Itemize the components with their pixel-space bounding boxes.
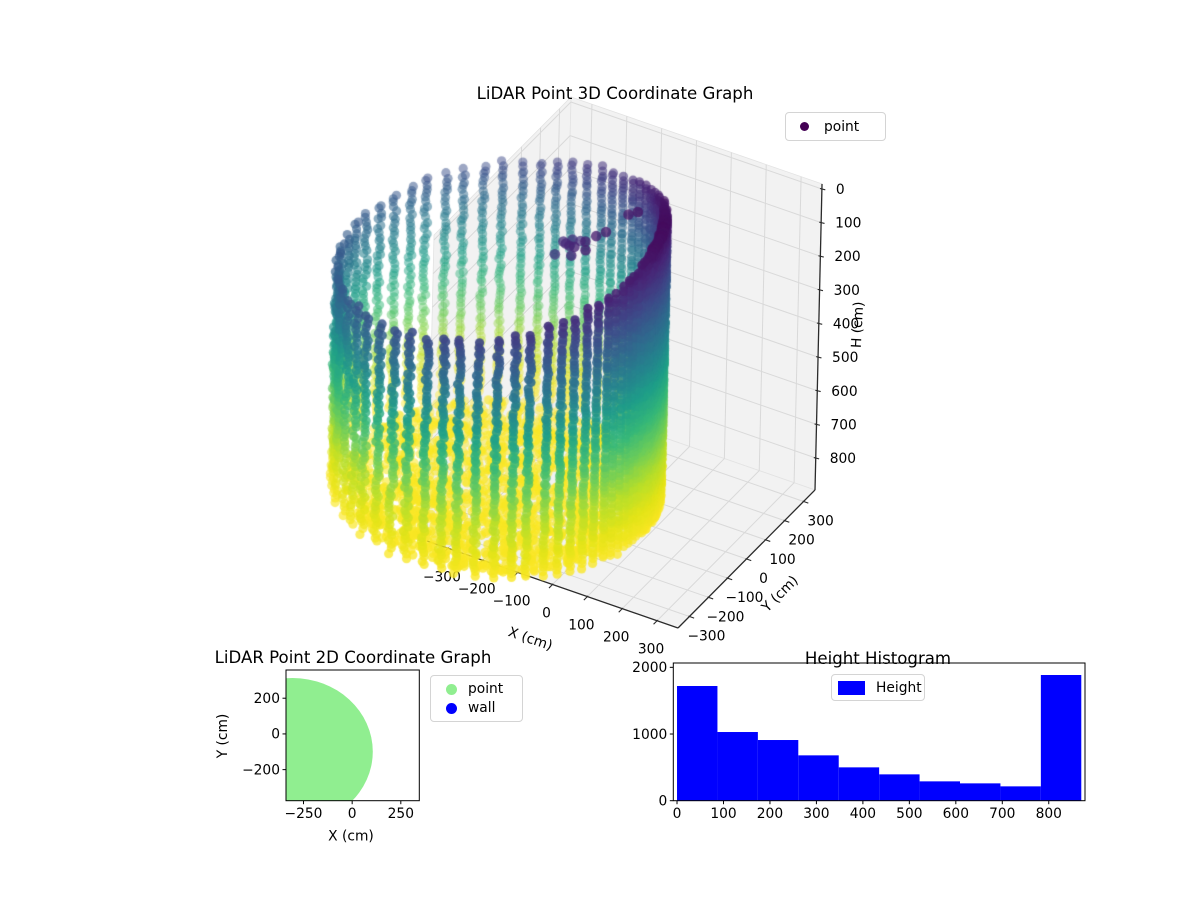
plot2d-legend-label-wall: wall	[468, 700, 496, 716]
plot3d-ytick-label: −300	[687, 628, 725, 644]
plot3d-title: LiDAR Point 3D Coordinate Graph	[476, 84, 754, 103]
plot2d-xlabel: X (cm)	[328, 829, 374, 845]
histogram-xtick-label: 600	[943, 806, 969, 822]
histogram-legend-label: Height	[876, 679, 922, 696]
plot3d: −300−200−1000100200300−300−200−100010020…	[423, 95, 867, 658]
plot2d-xtick-label: 0	[348, 806, 357, 822]
plot2d: −250 0 250 200 0 −200 X (cm) Y (cm)	[215, 669, 420, 845]
point-legend-marker	[446, 683, 457, 695]
plot3d-xtick-label: −300	[423, 569, 461, 585]
plot2d-legend: point wall	[430, 675, 523, 722]
plot3d-xtick-label: 300	[638, 642, 664, 658]
histogram-ytick-label: 2000	[632, 660, 667, 676]
plot3d-xtick-label: 200	[603, 630, 629, 646]
plot3d-ztick-label: 300	[834, 283, 860, 299]
histogram-bar	[757, 740, 799, 801]
plot3d-ytick-label: 200	[788, 533, 814, 549]
plot3d-ztick-label: 700	[831, 417, 857, 433]
histogram-bar	[838, 767, 880, 801]
histogram-legend: Height	[831, 674, 925, 701]
histogram-bar	[879, 774, 920, 801]
height-legend-swatch	[838, 680, 865, 695]
histogram-xtick-label: 100	[710, 806, 736, 822]
histogram-bar	[717, 732, 758, 801]
histogram-ytick-label: 1000	[632, 727, 667, 743]
histogram-xtick-label: 200	[757, 806, 783, 822]
plot2d-ytick-label: −200	[242, 762, 280, 778]
histogram-bar	[677, 686, 718, 801]
plot3d-xtick-label: −100	[493, 593, 531, 609]
plot3d-ztick-label: 100	[835, 216, 861, 232]
plot3d-ytick-label: 300	[807, 513, 833, 529]
histogram-bar	[919, 781, 961, 801]
histogram-xtick-label: 0	[673, 806, 682, 822]
histogram-bar	[1040, 675, 1082, 801]
histogram-bar	[798, 755, 839, 801]
plot3d-ytick-label: −200	[706, 609, 744, 625]
plot3d-ztick-label: 200	[834, 249, 860, 265]
plot2d-xtick-label: −250	[285, 806, 323, 822]
plot2d-ylabel: Y (cm)	[215, 714, 231, 760]
histogram-title: Height Histogram	[804, 649, 952, 668]
histogram-bar	[1000, 786, 1041, 801]
plot3d-ztick-label: 0	[836, 182, 845, 198]
plot3d-panes	[426, 95, 823, 629]
plot3d-xtick-label: 0	[542, 606, 551, 622]
plot3d-ytick-label: −100	[726, 590, 764, 606]
plot3d-ytick-label: 0	[759, 571, 768, 587]
plot2d-ytick-label: 0	[271, 727, 280, 743]
plot3d-ztick-label: 500	[832, 350, 858, 366]
plot3d-ytick-label: 100	[769, 552, 795, 568]
plot2d-title: LiDAR Point 2D Coordinate Graph	[214, 648, 492, 667]
histogram-xtick-label: 800	[1036, 806, 1062, 822]
plot3d-legend-label: point	[824, 118, 860, 135]
histogram-xtick-label: 700	[989, 806, 1015, 822]
plot3d-legend: point	[785, 112, 886, 141]
point-legend-marker	[800, 122, 809, 131]
plot3d-zlabel: H (cm)	[849, 301, 867, 348]
histogram-xtick-label: 400	[850, 806, 876, 822]
plot2d-ytick-label: 200	[254, 691, 280, 707]
plot3d-xlabel: X (cm)	[506, 624, 554, 654]
plot3d-ztick-label: 800	[830, 451, 856, 467]
histogram-bar	[960, 783, 1001, 801]
histogram-xtick-label: 300	[803, 806, 829, 822]
histogram-xtick-label: 500	[896, 806, 922, 822]
wall-legend-marker	[446, 702, 457, 714]
plot2d-xtick-label: 250	[388, 806, 414, 822]
plot3d-xtick-label: 100	[568, 618, 594, 634]
plot3d-ztick-label: 600	[831, 384, 857, 400]
plot2d-legend-label-point: point	[468, 681, 504, 697]
plot3d-xtick-label: −200	[458, 581, 496, 597]
plot2d-point-region	[286, 678, 373, 801]
histogram-ytick-label: 0	[659, 794, 668, 810]
